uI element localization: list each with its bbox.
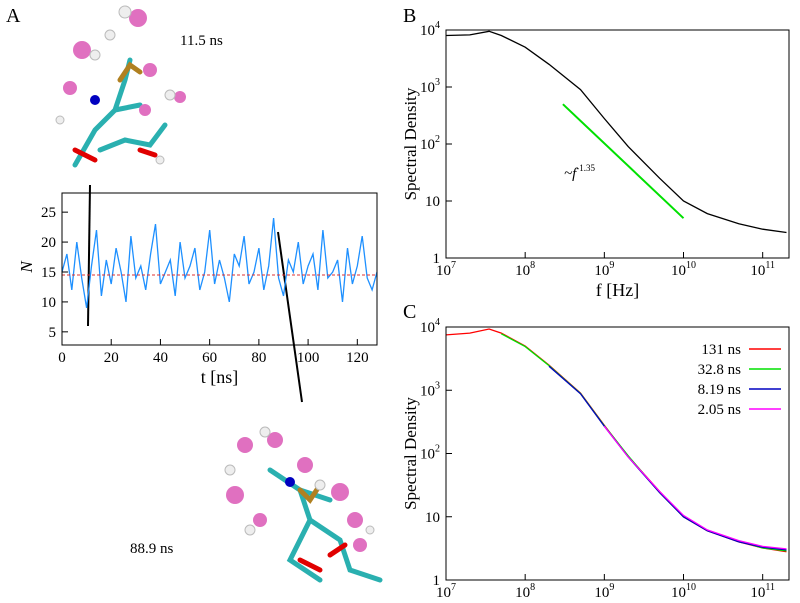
- x-tick-label: 20: [104, 350, 119, 366]
- legend-label: 131 ns: [701, 342, 741, 358]
- tick-exponent: 7: [451, 260, 456, 271]
- tick-exponent: 4: [435, 317, 440, 328]
- legend-label: 2.05 ns: [698, 402, 742, 418]
- y-tick-label: 10: [425, 194, 440, 210]
- panel-label: A: [6, 5, 21, 27]
- x-tick-label: 1011: [750, 582, 775, 598]
- annotation-exponent: -1.35: [576, 163, 595, 173]
- y-tick-label: 103: [420, 77, 440, 96]
- y-tick-label: 5: [49, 325, 57, 341]
- tick-base: 10: [594, 263, 609, 279]
- y-tick-label: 103: [420, 380, 440, 399]
- x-tick-label: 107: [436, 260, 456, 279]
- x-tick-label: 108: [515, 582, 535, 598]
- tick-base: 10: [420, 80, 435, 96]
- x-tick-label: 100: [297, 350, 320, 366]
- tick-exponent: 10: [686, 260, 696, 271]
- y-tick-label: 20: [41, 235, 56, 251]
- series-line: [445, 30, 787, 234]
- tick-base: 10: [420, 23, 435, 39]
- tick-exponent: 7: [451, 582, 456, 593]
- tick-exponent: 9: [609, 260, 614, 271]
- panel-label: C: [403, 301, 416, 323]
- x-tick-label: 0: [58, 350, 66, 366]
- x-tick-label: 1010: [671, 582, 696, 598]
- y-tick-label: 1: [433, 251, 441, 267]
- connector: [277, 231, 303, 403]
- y-tick-label: 25: [41, 205, 56, 221]
- tick-exponent: 2: [435, 444, 440, 455]
- y-tick-label: 104: [420, 317, 440, 336]
- y-tick-label: 10: [41, 295, 56, 311]
- y-axis-label: N: [17, 260, 36, 274]
- series-line: [603, 425, 787, 550]
- annotation-text: ~f: [564, 166, 578, 182]
- y-tick-label: 10: [425, 510, 440, 526]
- tick-exponent: 10: [686, 582, 696, 593]
- tick-exponent: 2: [435, 134, 440, 145]
- x-tick-label: 40: [153, 350, 168, 366]
- tick-base: 10: [436, 585, 451, 598]
- y-axis-label: Spectral Density: [401, 397, 420, 510]
- snapshot-label: 88.9 ns: [130, 541, 174, 557]
- x-axis-label: t [ns]: [201, 367, 239, 387]
- x-tick-label: 107: [436, 582, 456, 598]
- tick-exponent: 3: [435, 77, 440, 88]
- tick-exponent: 9: [609, 582, 614, 593]
- legend-label: 8.19 ns: [698, 382, 742, 398]
- tick-base: 10: [515, 263, 530, 279]
- tick-base: 10: [750, 585, 765, 598]
- molecule: [224, 426, 383, 583]
- tick-base: 10: [436, 263, 451, 279]
- tick-base: 10: [515, 585, 530, 598]
- series-line: [548, 365, 787, 551]
- tick-base: 10: [671, 585, 686, 598]
- panel-label: B: [403, 5, 416, 27]
- tick-base: 10: [420, 320, 435, 336]
- x-tick-label: 108: [515, 260, 535, 279]
- y-tick-label: 102: [420, 134, 440, 153]
- y-tick-label: 1: [433, 573, 441, 589]
- tick-exponent: 4: [435, 20, 440, 31]
- tick-base: 10: [420, 137, 435, 153]
- fit-line: [562, 103, 685, 219]
- x-tick-label: 120: [346, 350, 369, 366]
- tick-base: 10: [594, 585, 609, 598]
- snapshot-label: 11.5 ns: [180, 33, 223, 49]
- x-tick-label: 1011: [750, 260, 775, 279]
- series-line: [500, 333, 787, 552]
- tick-base: 10: [671, 263, 686, 279]
- tick-base: 10: [420, 383, 435, 399]
- y-axis-label: Spectral Density: [401, 87, 420, 200]
- tick-exponent: 11: [765, 582, 775, 593]
- x-tick-label: 1010: [671, 260, 696, 279]
- y-tick-label: 15: [41, 265, 56, 281]
- tick-exponent: 8: [530, 582, 535, 593]
- y-tick-label: 104: [420, 20, 440, 39]
- y-tick-label: 102: [420, 444, 440, 463]
- legend-label: 32.8 ns: [698, 362, 742, 378]
- tick-exponent: 3: [435, 380, 440, 391]
- x-axis-label: f [Hz]: [596, 280, 639, 300]
- x-tick-label: 60: [202, 350, 217, 366]
- tick-exponent: 11: [765, 260, 775, 271]
- annotation: ~f-1.35: [564, 163, 596, 182]
- x-tick-label: 109: [594, 582, 614, 598]
- molecule: [55, 5, 186, 168]
- series-line: [61, 218, 378, 309]
- tick-base: 10: [420, 447, 435, 463]
- tick-exponent: 8: [530, 260, 535, 271]
- connector: [87, 184, 91, 327]
- plot-frame: [61, 192, 378, 346]
- tick-base: 10: [750, 263, 765, 279]
- x-tick-label: 109: [594, 260, 614, 279]
- x-tick-label: 80: [251, 350, 266, 366]
